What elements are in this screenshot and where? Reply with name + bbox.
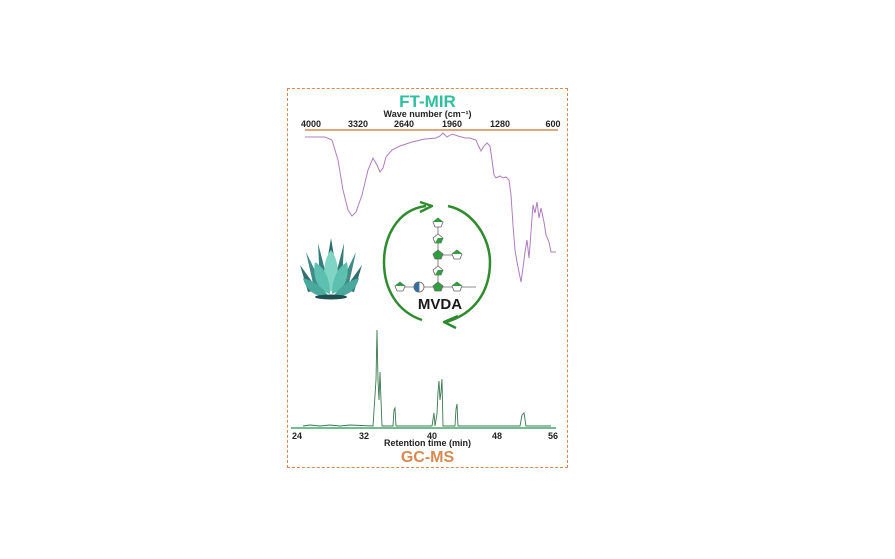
gcms-title: GC-MS bbox=[400, 449, 455, 466]
ftmir-tick: 1280 bbox=[489, 119, 511, 129]
glycan-structure-icon bbox=[394, 217, 476, 293]
ftmir-title: FT-MIR bbox=[399, 92, 456, 111]
ftmir-axis-label: Wave number (cm⁻¹) bbox=[383, 109, 472, 119]
gcms-tick: 24 bbox=[291, 431, 303, 441]
mvda-cycle-icon bbox=[382, 200, 492, 330]
ftmir-tick: 2640 bbox=[393, 119, 415, 129]
ftmir-tick: 4000 bbox=[300, 119, 322, 129]
gcms-tick: 56 bbox=[547, 431, 559, 441]
gcms-axis-label: Retention time (min) bbox=[384, 438, 471, 448]
gcms-tick: 32 bbox=[358, 431, 370, 441]
gcms-chromatogram bbox=[302, 329, 551, 427]
ftmir-tick: 600 bbox=[545, 119, 561, 129]
ftmir-tick: 3320 bbox=[347, 119, 369, 129]
ftmir-spectrum bbox=[305, 132, 556, 283]
gcms-tick: 48 bbox=[491, 431, 503, 441]
agave-plant-icon bbox=[300, 238, 362, 300]
figure-frame bbox=[287, 88, 568, 468]
ftmir-tick: 1960 bbox=[441, 119, 463, 129]
mvda-label: MVDA bbox=[417, 296, 463, 313]
gcms-tick: 40 bbox=[426, 431, 438, 441]
